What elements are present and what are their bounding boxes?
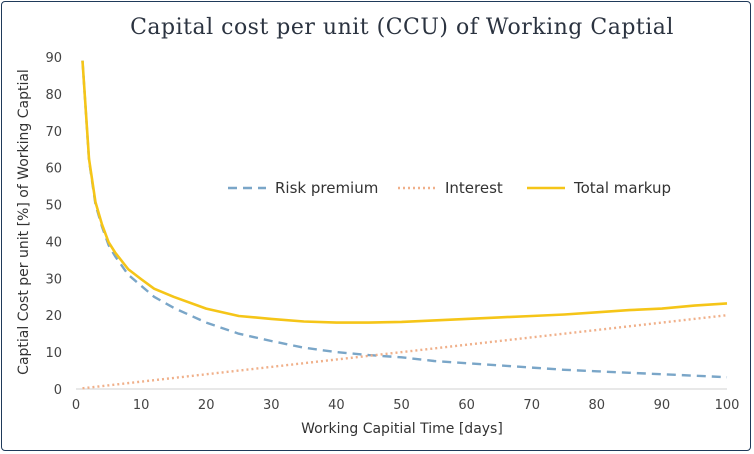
series-line-interest <box>82 314 728 390</box>
y-tick-label: 30 <box>45 272 62 287</box>
series-line-total-markup <box>81 60 728 324</box>
x-tick-label: 50 <box>393 398 410 413</box>
x-tick-labels: 0 10 20 30 40 50 60 70 80 90 100 <box>72 398 740 413</box>
x-tick-label: 40 <box>328 398 345 413</box>
legend-label: Interest <box>445 179 503 197</box>
y-tick-label: 80 <box>45 88 62 103</box>
x-tick-label: 100 <box>715 398 740 413</box>
x-tick-label: 60 <box>458 398 475 413</box>
y-tick-label: 50 <box>45 199 62 214</box>
y-tick-label: 70 <box>45 125 62 140</box>
x-tick-label: 90 <box>654 398 671 413</box>
x-tick-label: 10 <box>133 398 150 413</box>
x-tick-label: 30 <box>263 398 280 413</box>
legend: Risk premium Interest Total markup <box>228 179 671 197</box>
y-tick-labels: 0 10 20 30 40 50 60 70 80 90 <box>45 51 62 398</box>
series-lines <box>81 60 728 390</box>
y-tick-label: 20 <box>45 309 62 324</box>
y-tick-label: 40 <box>45 235 62 250</box>
chart-title: Capital cost per unit (CCU) of Working C… <box>130 15 674 40</box>
y-tick-label: 10 <box>45 346 62 361</box>
x-tick-label: 80 <box>589 398 606 413</box>
x-tick-label: 0 <box>72 398 80 413</box>
legend-label: Total markup <box>573 179 671 197</box>
y-axis-label: Captial Cost per unit [%] of Working Cap… <box>16 69 32 375</box>
legend-label: Risk premium <box>275 179 378 197</box>
y-tick-label: 90 <box>45 51 62 66</box>
y-tick-label: 0 <box>54 383 62 398</box>
series-line-risk-premium <box>81 60 728 379</box>
x-axis-label: Working Capitial Time [days] <box>301 421 503 437</box>
x-tick-label: 20 <box>198 398 215 413</box>
x-tick-label: 70 <box>523 398 540 413</box>
y-tick-label: 60 <box>45 162 62 177</box>
